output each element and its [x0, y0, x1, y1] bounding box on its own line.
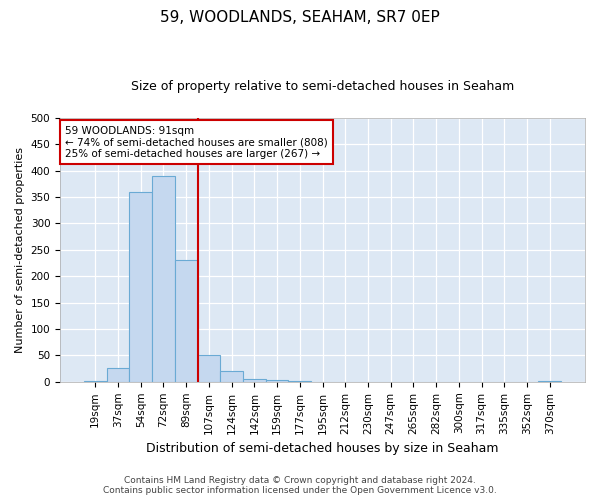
Text: Contains HM Land Registry data © Crown copyright and database right 2024.
Contai: Contains HM Land Registry data © Crown c… — [103, 476, 497, 495]
Bar — [84, 381, 107, 382]
Bar — [197, 356, 220, 382]
Bar — [266, 380, 289, 382]
Title: Size of property relative to semi-detached houses in Seaham: Size of property relative to semi-detach… — [131, 80, 514, 93]
Bar — [243, 379, 266, 382]
Bar — [107, 368, 130, 382]
Bar — [175, 260, 197, 382]
Bar — [130, 192, 152, 382]
Text: 59 WOODLANDS: 91sqm
← 74% of semi-detached houses are smaller (808)
25% of semi-: 59 WOODLANDS: 91sqm ← 74% of semi-detach… — [65, 126, 328, 159]
Bar — [220, 372, 243, 382]
Bar — [152, 176, 175, 382]
Y-axis label: Number of semi-detached properties: Number of semi-detached properties — [15, 147, 25, 353]
Text: 59, WOODLANDS, SEAHAM, SR7 0EP: 59, WOODLANDS, SEAHAM, SR7 0EP — [160, 10, 440, 25]
X-axis label: Distribution of semi-detached houses by size in Seaham: Distribution of semi-detached houses by … — [146, 442, 499, 455]
